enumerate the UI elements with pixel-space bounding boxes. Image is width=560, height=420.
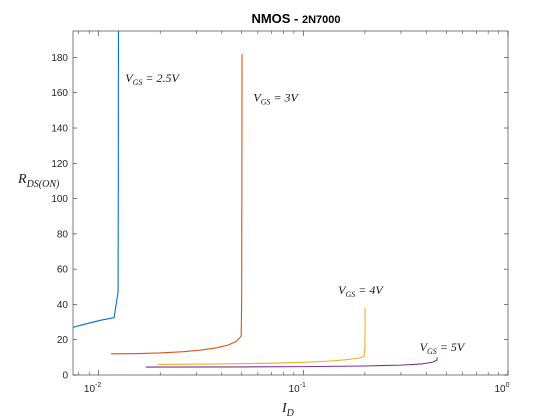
- series-line-4: [145, 357, 438, 368]
- ticks-layer: 0 20 40 60 80 100 120 140 160 180 10-2 10-1 100: [51, 31, 510, 395]
- x-tick-label: 10-2: [84, 382, 101, 395]
- series-label-1: VGS = 2.5V: [125, 71, 180, 87]
- series-line-1: [72, 30, 119, 328]
- series-line-2: [110, 53, 243, 355]
- y-tick-label: 40: [57, 300, 69, 311]
- x-tick-label: 10-1: [289, 382, 306, 395]
- x-axis-label: ID: [281, 401, 295, 419]
- chart-title: NMOS - 2N7000: [251, 11, 340, 26]
- y-tick-label: 60: [57, 265, 69, 276]
- plot-area: [72, 30, 509, 376]
- series-line-3: [157, 307, 366, 365]
- series-label-4: VGS = 5V: [420, 340, 466, 356]
- y-tick-label: 80: [57, 229, 69, 240]
- series-layer: [72, 30, 438, 368]
- y-tick-label: 20: [57, 335, 69, 346]
- y-tick-label: 140: [51, 124, 68, 135]
- labels-layer: VGS = 2.5V VGS = 3V VGS = 4V VGS = 5V: [125, 71, 466, 356]
- y-axis-label: RDS(ON): [17, 172, 60, 190]
- series-label-3: VGS = 4V: [338, 283, 384, 299]
- y-tick-label: 160: [51, 88, 68, 99]
- y-tick-label: 180: [51, 53, 68, 64]
- series-label-2: VGS = 3V: [253, 91, 299, 107]
- y-tick-label: 100: [51, 194, 68, 205]
- y-tick-label: 0: [62, 371, 68, 382]
- y-tick-label: 120: [51, 159, 68, 170]
- x-tick-label: 100: [494, 382, 509, 395]
